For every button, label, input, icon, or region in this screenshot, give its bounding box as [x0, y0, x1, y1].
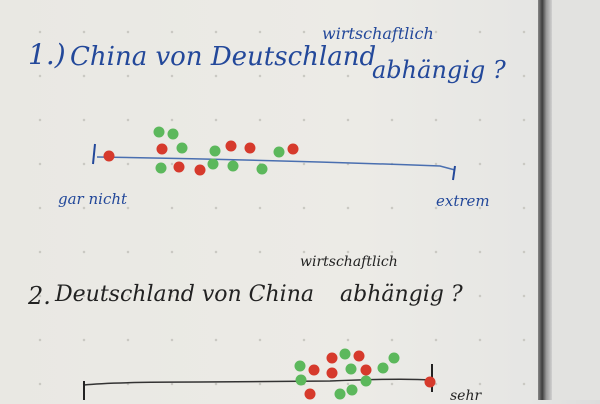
question-1-text: China von Deutschland — [70, 42, 377, 72]
scale-1 — [92, 143, 456, 181]
green-vote-dot — [167, 128, 179, 140]
scale-1-right-label: extrem — [436, 192, 490, 210]
question-1-insert: wirtschaftlich — [322, 24, 434, 43]
green-vote-dot — [388, 352, 400, 364]
red-vote-dot — [304, 388, 316, 400]
green-vote-dot — [153, 126, 165, 138]
vote-dots — [103, 126, 436, 400]
green-vote-dot — [176, 142, 188, 154]
question-1-tail: abhängig ? — [372, 56, 506, 84]
green-vote-dot — [377, 362, 389, 374]
green-vote-dot — [155, 162, 167, 174]
red-vote-dot — [287, 143, 299, 155]
red-vote-dot — [326, 367, 338, 379]
red-vote-dot — [424, 376, 436, 388]
green-vote-dot — [346, 384, 358, 396]
green-vote-dot — [295, 374, 307, 386]
scale-1-left-tick — [92, 143, 96, 165]
red-vote-dot — [173, 161, 185, 173]
question-2-text: Deutschland von China — [55, 282, 315, 307]
green-vote-dot — [339, 348, 351, 360]
scale-1-right-tick — [452, 165, 456, 181]
scale-1-left-label: gar nicht — [58, 190, 128, 208]
green-vote-dot — [207, 158, 219, 170]
red-vote-dot — [194, 164, 206, 176]
wall — [552, 0, 600, 400]
question-2-insert: wirtschaftlich — [300, 254, 398, 270]
red-vote-dot — [308, 364, 320, 376]
red-vote-dot — [156, 143, 168, 155]
green-vote-dot — [256, 163, 268, 175]
scale-1-line — [96, 156, 456, 171]
red-vote-dot — [225, 140, 237, 152]
whiteboard — [0, 0, 540, 400]
green-vote-dot — [273, 146, 285, 158]
question-2-tail: abhängig ? — [340, 282, 463, 307]
green-vote-dot — [345, 363, 357, 375]
red-vote-dot — [244, 142, 256, 154]
question-2-number: 2. — [28, 282, 51, 310]
whiteboard-frame — [538, 0, 552, 400]
green-vote-dot — [227, 160, 239, 172]
green-vote-dot — [334, 388, 346, 400]
green-vote-dot — [294, 360, 306, 372]
scale-2-line — [83, 378, 433, 386]
red-vote-dot — [103, 150, 115, 162]
red-vote-dot — [353, 350, 365, 362]
red-vote-dot — [326, 352, 338, 364]
question-1-number: 1.) — [28, 38, 66, 71]
red-vote-dot — [360, 364, 372, 376]
green-vote-dot — [360, 375, 372, 387]
green-vote-dot — [209, 145, 221, 157]
